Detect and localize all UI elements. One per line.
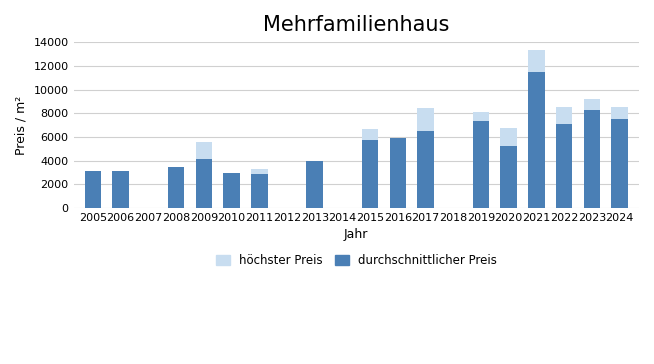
Bar [196,159,212,208]
Bar [417,131,434,208]
Bar [611,119,628,208]
Bar [473,112,489,121]
Bar [500,128,517,146]
Y-axis label: Preis / m²: Preis / m² [15,95,28,155]
Title: Mehrfamilienhaus: Mehrfamilienhaus [263,15,449,35]
Bar [528,50,545,72]
Bar [168,167,184,208]
Bar [251,174,267,208]
Bar [417,108,434,131]
Bar [611,107,628,119]
Bar [196,142,212,159]
Bar [500,146,517,208]
Bar [528,72,545,208]
Bar [473,121,489,208]
Bar [306,161,323,208]
Bar [362,129,379,140]
X-axis label: Jahr: Jahr [344,229,368,241]
Bar [583,110,600,208]
Bar [583,99,600,110]
Legend: höchster Preis, durchschnittlicher Preis: höchster Preis, durchschnittlicher Preis [211,249,502,272]
Bar [556,124,572,208]
Bar [556,107,572,124]
Bar [84,171,101,208]
Bar [112,171,129,208]
Bar [223,173,240,208]
Bar [390,138,406,208]
Bar [251,169,267,174]
Bar [362,140,379,208]
